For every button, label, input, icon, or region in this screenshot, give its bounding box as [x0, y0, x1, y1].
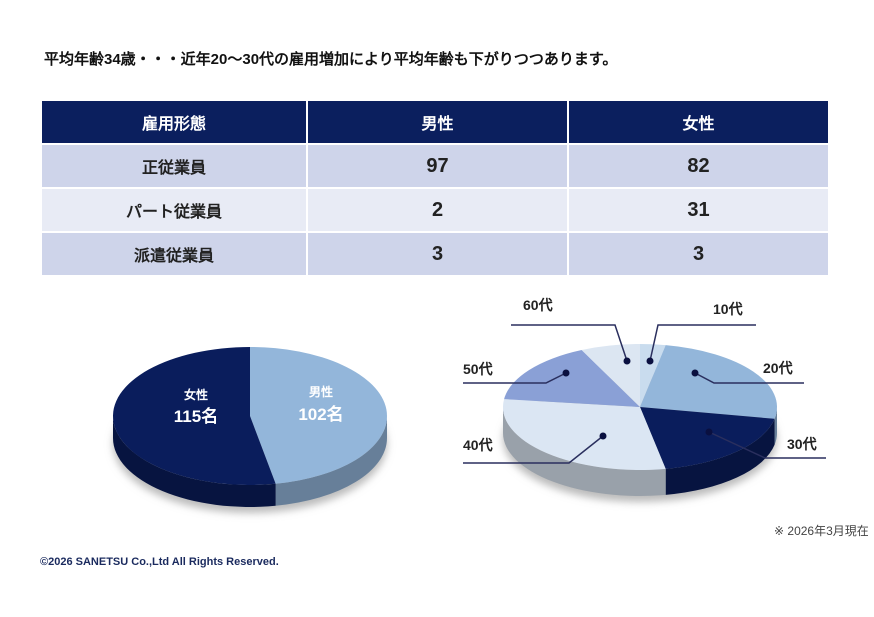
age-pie — [502, 344, 778, 502]
leader-30 — [708, 431, 826, 459]
header-type: 雇用形態 — [42, 101, 308, 144]
pie-slice-20代 — [640, 345, 778, 419]
female-value: 115名 — [174, 406, 218, 426]
employment-table: 雇用形態 男性 女性 正従業員 97 82 パート従業員 2 31 派遣従業員 3 3 — [42, 101, 830, 275]
male-count: 3 — [307, 231, 569, 275]
male-value: 102名 — [298, 404, 343, 424]
pie-slice-30代 — [640, 407, 775, 469]
female-count: 82 — [568, 143, 830, 188]
female-count: 31 — [568, 187, 830, 232]
copyright: ©2026 SANETSU Co.,Ltd All Rights Reserve… — [40, 556, 279, 568]
pie-slice-男性 — [250, 347, 387, 484]
header-female: 女性 — [568, 101, 830, 144]
table-header: 雇用形態 男性 女性 — [42, 101, 830, 144]
label-60s: 60代 — [523, 297, 553, 313]
pie-slice-10代 — [640, 344, 666, 407]
male-count: 97 — [307, 143, 569, 188]
leader-10 — [649, 324, 756, 362]
table-row: パート従業員 2 31 — [42, 187, 830, 232]
table-row: 正従業員 97 82 — [42, 143, 830, 188]
date-note: ※ 2026年3月現在 — [774, 524, 869, 538]
gender-pie — [112, 347, 387, 513]
leader-60 — [511, 324, 628, 362]
header-male: 男性 — [307, 101, 569, 144]
label-40s: 40代 — [463, 437, 493, 453]
pie-slice-女性 — [112, 347, 276, 485]
row-label: 正従業員 — [42, 143, 308, 188]
pie-side-30代 — [665, 418, 775, 495]
female-count: 3 — [568, 231, 830, 275]
pie-side-20代 — [774, 407, 777, 445]
male-count: 2 — [307, 187, 569, 232]
table-row: 派遣従業員 3 3 — [42, 231, 830, 275]
leader-50 — [463, 372, 567, 384]
pie-side-40代 — [502, 407, 666, 496]
row-label: 派遣従業員 — [42, 231, 308, 275]
page-title: 平均年齢34歳・・・近年20〜30代の雇用増加により平均年齢も下がりつつあります… — [44, 51, 618, 68]
leader-20 — [694, 372, 804, 384]
pie-side-男性 — [275, 416, 387, 506]
label-30s: 30代 — [787, 436, 817, 452]
label-10s: 10代 — [713, 301, 743, 317]
label-50s: 50代 — [463, 361, 493, 377]
label-20s: 20代 — [763, 360, 793, 376]
pie-side-女性 — [113, 416, 276, 507]
male-label: 男性 — [309, 384, 333, 399]
female-label: 女性 — [184, 387, 208, 402]
pie-slice-40代 — [503, 399, 666, 470]
leader-40 — [463, 435, 604, 464]
pie-slice-50代 — [504, 349, 640, 407]
row-label: パート従業員 — [42, 187, 308, 232]
